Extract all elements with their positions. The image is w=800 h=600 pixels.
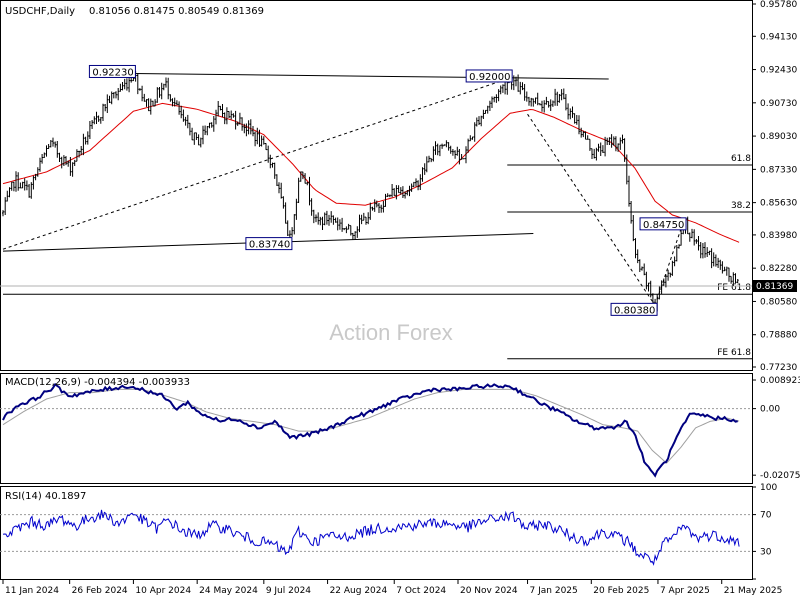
x-tick-label: 7 Jan 2025 [530, 586, 578, 596]
macd-title: MACD(12,26,9) -0.004394 -0.003933 [5, 377, 190, 388]
trendline [133, 72, 609, 80]
price-annotation-label: 0.83740 [249, 240, 290, 251]
x-tick-label: 22 Aug 2024 [330, 586, 388, 596]
rsi-line [2, 509, 740, 566]
rsi-y-tick-label: 100 [760, 483, 777, 493]
rsi-panel: 100 70 30 RSI(14) 40.1897 [0, 483, 777, 580]
price-y-tick-label: 0.85630 [760, 199, 797, 209]
trendline [2, 77, 511, 250]
price-y-tick-label: 0.77230 [760, 363, 797, 373]
fib-levels: 61.8 38.2 FE 61.8 FE 61.8 [0, 154, 752, 360]
price-annotation-label: 0.80380 [614, 305, 655, 316]
price-y-tick-label: 0.94130 [760, 32, 797, 42]
watermark: Action Forex [329, 320, 453, 345]
x-tick-label: 11 Jan 2024 [5, 586, 59, 596]
price-panel: Action Forex 0.95780 0.94130 0.92430 0.9073… [0, 0, 797, 373]
price-annotation-box [245, 237, 293, 251]
price-annotation-box [88, 64, 136, 78]
x-tick-label: 7 Apr 2025 [660, 586, 710, 596]
price-y-tick-label: 0.90730 [760, 99, 797, 109]
trendline [527, 113, 656, 306]
price-y-tick-label: 0.80580 [760, 297, 797, 307]
x-tick-label: 21 May 2025 [724, 586, 783, 596]
macd-panel: 0.008923 0.00 -0.020759 MACD(12,26,9) -0.0… [0, 373, 800, 484]
x-tick-label: 7 Oct 2024 [396, 586, 446, 596]
x-tick-label: 26 Feb 2024 [72, 586, 128, 596]
price-annotation-label: 0.92000 [469, 72, 510, 83]
rsi-panel-frame [0, 486, 753, 580]
x-tick-label: 9 Jul 2024 [266, 586, 311, 596]
fib-level-label: 61.8 [731, 154, 751, 164]
price-y-tick-label: 0.83980 [760, 231, 797, 241]
price-annotation-label: 0.92230 [92, 67, 133, 78]
current-price-marker: 0.81369 [753, 280, 797, 293]
price-bars-path [2, 71, 739, 312]
current-price-label: 0.81369 [756, 282, 793, 292]
rsi-title: RSI(14) 40.1897 [5, 491, 86, 502]
price-annotation-box [639, 217, 687, 231]
macd-y-tick-label: 0.00 [760, 405, 780, 415]
x-tick-label: 20 Feb 2025 [593, 586, 649, 596]
price-y-tick-label: 0.95780 [760, 0, 797, 10]
macd-y-tick-label: -0.020759 [760, 471, 800, 481]
ohlc-values: 0.81056 0.81475 0.80549 0.81369 [89, 6, 264, 17]
price-series [2, 71, 739, 312]
price-annotation-box [610, 302, 658, 316]
fib-level-label: 38.2 [731, 201, 751, 211]
price-annotation-label: 0.84750 [643, 220, 684, 231]
price-y-axis: 0.95780 0.94130 0.92430 0.90730 0.89030 0.873… [752, 0, 797, 373]
price-y-tick-label: 0.78880 [760, 331, 797, 341]
fib-level-label: FE 61.8 [717, 348, 751, 358]
macd-y-tick-label: 0.008923 [760, 376, 800, 386]
x-axis: 11 Jan 2024 26 Feb 2024 10 Apr 2024 24 May … [2, 579, 783, 596]
price-annotation-box [465, 69, 513, 83]
price-y-tick-label: 0.82280 [760, 264, 797, 274]
rsi-y-axis: 100 70 30 [0, 483, 777, 580]
price-annotations: 0.92230 0.92000 0.83740 0.84750 0.80380 [88, 64, 687, 316]
price-y-tick-label: 0.92430 [760, 66, 797, 76]
current-price-box [753, 280, 797, 293]
x-tick-label: 10 Apr 2024 [135, 586, 191, 596]
price-panel-frame [0, 0, 753, 371]
price-y-tick-label: 0.87330 [760, 165, 797, 175]
macd-panel-frame [0, 373, 753, 484]
rsi-y-tick-label: 30 [760, 547, 772, 557]
moving-average-line [2, 102, 740, 243]
x-tick-label: 20 Nov 2024 [460, 586, 518, 596]
macd-line [2, 382, 738, 478]
x-tick-label: 24 May 2024 [199, 586, 258, 596]
chart-title: USDCHF,Daily [5, 6, 75, 17]
rsi-y-tick-label: 70 [760, 511, 772, 521]
fib-level-label: FE 61.8 [717, 283, 751, 293]
price-y-tick-label: 0.89030 [760, 132, 797, 142]
